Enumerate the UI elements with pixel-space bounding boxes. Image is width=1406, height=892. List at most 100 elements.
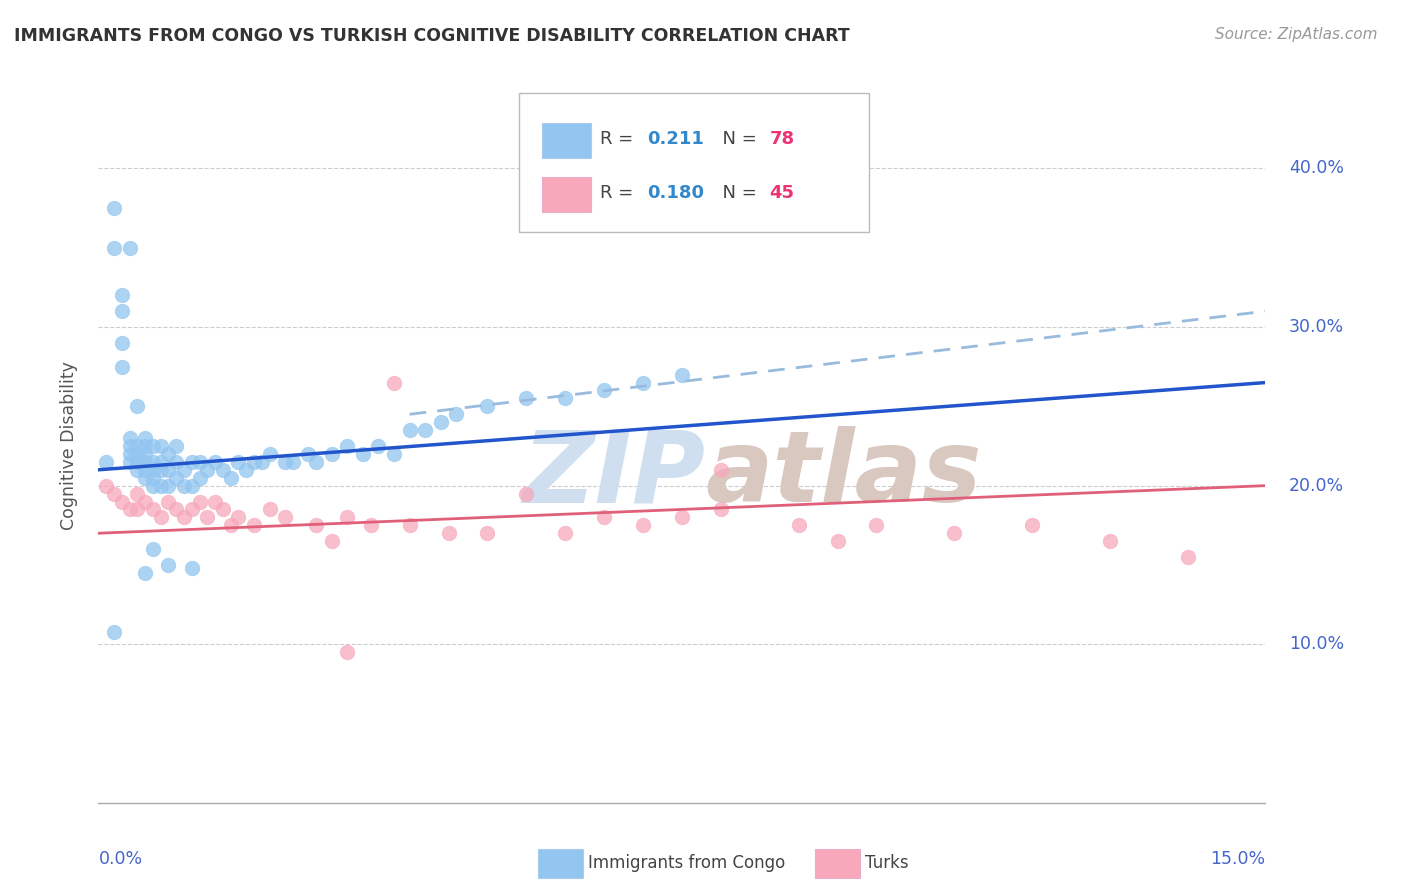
Point [631,518,654,533]
Point [127,502,149,516]
Point [1098,534,1121,549]
Text: Turks: Turks [865,855,908,872]
Point [157,463,180,477]
Point [173,478,195,492]
Text: 15.0%: 15.0% [1211,850,1265,869]
Text: R =: R = [600,184,640,202]
Point [165,455,187,469]
Text: N =: N = [711,130,762,148]
Point [127,400,149,414]
Point [274,455,297,469]
Point [305,455,328,469]
Point [134,455,156,469]
Point [671,368,693,382]
Point [321,534,343,549]
Point [134,471,156,485]
Text: Immigrants from Congo: Immigrants from Congo [588,855,785,872]
Point [118,241,141,255]
Point [111,304,134,318]
Point [865,518,887,533]
Point [157,447,180,461]
Point [134,566,156,580]
Text: 78: 78 [769,130,794,148]
Point [118,502,141,516]
Point [111,335,134,350]
Point [103,624,125,639]
Text: 0.0%: 0.0% [98,850,142,869]
Text: N =: N = [711,184,762,202]
Point [631,376,654,390]
Text: 10.0%: 10.0% [1289,635,1344,653]
Text: 0.211: 0.211 [647,130,704,148]
Point [134,447,156,461]
Point [305,518,328,533]
Point [212,502,235,516]
Point [477,400,499,414]
Text: 40.0%: 40.0% [1289,160,1344,178]
Point [554,392,576,406]
Point [173,463,195,477]
Point [429,415,451,429]
Point [165,439,187,453]
Point [943,526,966,541]
Point [127,463,149,477]
Point [554,526,576,541]
Text: 20.0%: 20.0% [1289,476,1344,495]
Point [259,502,281,516]
Text: 0.180: 0.180 [647,184,704,202]
Point [127,455,149,469]
Point [274,510,297,524]
Point [134,494,156,508]
Point [188,494,211,508]
Point [360,518,382,533]
Point [195,510,218,524]
Point [96,455,118,469]
Point [827,534,849,549]
Point [321,447,343,461]
Point [398,518,420,533]
Point [336,645,359,659]
Point [142,502,165,516]
Point [118,431,141,445]
Point [515,486,537,500]
Point [259,447,281,461]
Point [787,518,810,533]
Point [204,455,226,469]
Point [157,494,180,508]
FancyBboxPatch shape [541,123,591,159]
Point [142,455,165,469]
Point [180,478,202,492]
Point [111,288,134,302]
Point [446,407,468,421]
Point [336,439,359,453]
Point [250,455,273,469]
Point [149,455,172,469]
Point [165,471,187,485]
Point [134,439,156,453]
Point [352,447,374,461]
Point [188,471,211,485]
Point [1021,518,1043,533]
Point [710,463,733,477]
Point [96,478,118,492]
Point [180,502,202,516]
Text: 30.0%: 30.0% [1289,318,1344,336]
Point [134,463,156,477]
Point [127,447,149,461]
Point [413,423,436,437]
Point [243,455,266,469]
Point [142,478,165,492]
Point [142,471,165,485]
Point [398,423,420,437]
Point [180,455,202,469]
Point [111,359,134,374]
Point [710,502,733,516]
Point [103,201,125,215]
Point [118,447,141,461]
Point [173,510,195,524]
Point [149,463,172,477]
Point [367,439,389,453]
Text: 45: 45 [769,184,794,202]
Point [127,486,149,500]
Point [437,526,460,541]
